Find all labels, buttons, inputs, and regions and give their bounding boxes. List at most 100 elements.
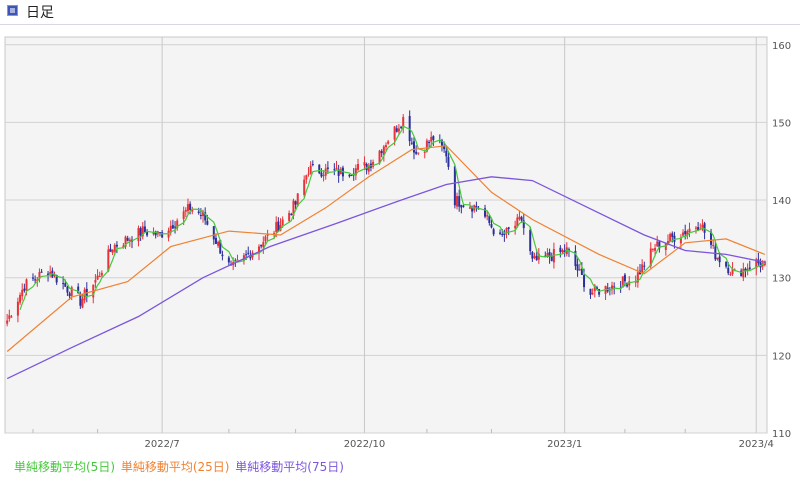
candle-body [520,217,523,221]
candle-body [107,249,110,272]
candle-body [322,175,325,177]
candle-body [339,168,342,175]
candle-body [326,167,329,169]
candle-body [440,140,443,146]
candle-body [688,228,691,233]
candle-body [397,128,400,132]
x-tick-label: 2022/7 [145,439,180,450]
candle-body [174,226,177,228]
candle-body [507,227,510,229]
candle-body [412,141,415,153]
candle-body [623,274,626,282]
candle-body [703,223,706,233]
candle-body [16,301,19,316]
candle-body [47,273,50,276]
candle-body [25,279,28,291]
candle-body [731,268,734,275]
candle-body [273,232,276,234]
candle-body [305,175,308,180]
candle-body [679,237,682,244]
candle-body [21,289,24,297]
candle-body [456,196,459,207]
candle-body [516,217,519,227]
candle-body [311,164,314,166]
candle-body [262,242,265,248]
candle-body [365,163,368,171]
candle-body [686,231,689,236]
candle-body [522,220,525,229]
candle-body [191,209,194,212]
candle-body [649,248,652,267]
candle-body [595,287,598,290]
candle-body [275,222,278,232]
candle-body [712,245,715,247]
candle-body [217,241,220,246]
candle-body [428,141,431,143]
chart-window-icon [7,5,18,16]
candle-body [393,126,396,140]
candle-body [221,254,224,257]
candle-body [161,232,164,238]
candle-body [219,239,222,254]
candle-body [206,220,209,225]
x-tick-label: 2023/4 [739,439,774,450]
candle-body [453,166,456,206]
candle-body [443,146,446,150]
candle-body [666,241,669,245]
legend-ma25: 単純移動平均(25日) [120,460,230,474]
candle-body [742,268,745,278]
candle-body [38,272,41,279]
candle-body [417,152,420,154]
ma75-line [6,176,765,380]
candle-body [578,269,581,271]
candle-body [583,275,586,288]
plot-area [4,36,768,434]
candle-body [546,252,549,258]
candle-body [656,241,659,247]
candle-body [279,225,282,231]
candle-body [561,250,564,253]
candle-body [636,272,639,283]
candle-body [227,257,230,263]
candle-body [98,275,101,277]
candle-body [744,268,747,271]
candle-body [19,294,22,303]
candle-body [66,286,69,293]
legend-ma75: 単純移動平均(75日) [235,460,344,474]
y-tick-label: 120 [772,351,791,362]
candle-body [589,288,592,295]
candle-body [31,277,34,279]
candle-body [372,162,375,167]
candle-body [141,226,144,237]
candle-body [580,269,583,275]
candle-body [537,253,540,260]
candle-body [548,252,551,258]
candle-body [641,264,644,274]
candle-body [124,236,127,247]
candle-body [303,179,306,196]
candle-body [755,259,758,269]
candle-body [550,255,553,261]
candle-body [294,201,297,205]
candle-body [415,151,418,154]
candle-body [423,151,426,153]
candle-body [387,141,390,144]
y-tick-label: 150 [772,118,791,129]
candle-body [462,205,465,207]
candle-body [576,264,579,271]
candle-body [158,232,161,234]
candle-body [563,250,566,253]
candle-body [184,209,187,212]
candle-body [654,247,657,251]
candle-body [23,288,26,291]
candle-body [68,293,71,297]
candle-body [55,275,58,283]
ma5-line [19,125,766,310]
candle-body [81,298,84,308]
candle-body [309,165,312,174]
candle-body [146,231,149,236]
candle-body [634,281,637,283]
candle-body [236,259,239,261]
candle-body [531,252,534,259]
candle-body [400,126,403,128]
